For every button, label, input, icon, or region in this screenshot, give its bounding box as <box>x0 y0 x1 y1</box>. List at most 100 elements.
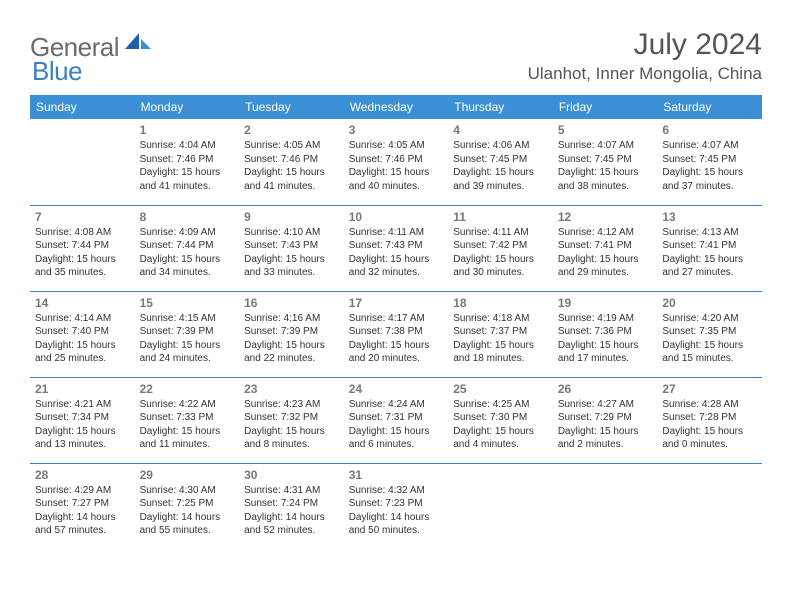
sunset-label: Sunset: 7:43 PM <box>349 239 444 253</box>
sunset-label: Sunset: 7:35 PM <box>662 325 757 339</box>
calendar-day-cell: 2Sunrise: 4:05 AMSunset: 7:46 PMDaylight… <box>239 119 344 205</box>
sunrise-label: Sunrise: 4:08 AM <box>35 226 130 240</box>
weekday-header: Tuesday <box>239 95 344 119</box>
calendar-day-cell: 3Sunrise: 4:05 AMSunset: 7:46 PMDaylight… <box>344 119 449 205</box>
day-number: 9 <box>244 209 339 225</box>
day-number: 20 <box>662 295 757 311</box>
day-number: 5 <box>558 122 653 138</box>
calendar-day-cell: 15Sunrise: 4:15 AMSunset: 7:39 PMDayligh… <box>135 291 240 377</box>
sunrise-label: Sunrise: 4:07 AM <box>558 139 653 153</box>
calendar-day-cell: 31Sunrise: 4:32 AMSunset: 7:23 PMDayligh… <box>344 463 449 549</box>
daylight-label: Daylight: 15 hours and 41 minutes. <box>140 166 235 193</box>
calendar-day-cell: 28Sunrise: 4:29 AMSunset: 7:27 PMDayligh… <box>30 463 135 549</box>
day-number: 18 <box>453 295 548 311</box>
daylight-label: Daylight: 15 hours and 24 minutes. <box>140 339 235 366</box>
sunrise-label: Sunrise: 4:21 AM <box>35 398 130 412</box>
sunrise-label: Sunrise: 4:16 AM <box>244 312 339 326</box>
weekday-header: Monday <box>135 95 240 119</box>
calendar-day-cell: 23Sunrise: 4:23 AMSunset: 7:32 PMDayligh… <box>239 377 344 463</box>
weekday-header: Sunday <box>30 95 135 119</box>
sunrise-label: Sunrise: 4:32 AM <box>349 484 444 498</box>
day-number: 15 <box>140 295 235 311</box>
daylight-label: Daylight: 15 hours and 29 minutes. <box>558 253 653 280</box>
calendar-day-cell: 8Sunrise: 4:09 AMSunset: 7:44 PMDaylight… <box>135 205 240 291</box>
sail-icon <box>125 31 151 56</box>
sunset-label: Sunset: 7:43 PM <box>244 239 339 253</box>
sunset-label: Sunset: 7:46 PM <box>349 153 444 167</box>
sunrise-label: Sunrise: 4:27 AM <box>558 398 653 412</box>
daylight-label: Daylight: 15 hours and 2 minutes. <box>558 425 653 452</box>
daylight-label: Daylight: 15 hours and 39 minutes. <box>453 166 548 193</box>
calendar-day-cell: 7Sunrise: 4:08 AMSunset: 7:44 PMDaylight… <box>30 205 135 291</box>
sunrise-label: Sunrise: 4:20 AM <box>662 312 757 326</box>
calendar-week-row: 21Sunrise: 4:21 AMSunset: 7:34 PMDayligh… <box>30 377 762 463</box>
sunset-label: Sunset: 7:45 PM <box>662 153 757 167</box>
calendar-empty-cell <box>448 463 553 549</box>
day-number: 26 <box>558 381 653 397</box>
calendar-week-row: 7Sunrise: 4:08 AMSunset: 7:44 PMDaylight… <box>30 205 762 291</box>
day-number: 23 <box>244 381 339 397</box>
calendar-empty-cell <box>657 463 762 549</box>
day-number: 29 <box>140 467 235 483</box>
day-number: 25 <box>453 381 548 397</box>
calendar-day-cell: 27Sunrise: 4:28 AMSunset: 7:28 PMDayligh… <box>657 377 762 463</box>
daylight-label: Daylight: 15 hours and 40 minutes. <box>349 166 444 193</box>
sunset-label: Sunset: 7:45 PM <box>558 153 653 167</box>
calendar-day-cell: 12Sunrise: 4:12 AMSunset: 7:41 PMDayligh… <box>553 205 658 291</box>
calendar-day-cell: 14Sunrise: 4:14 AMSunset: 7:40 PMDayligh… <box>30 291 135 377</box>
sunrise-label: Sunrise: 4:17 AM <box>349 312 444 326</box>
sunset-label: Sunset: 7:25 PM <box>140 497 235 511</box>
day-number: 2 <box>244 122 339 138</box>
daylight-label: Daylight: 14 hours and 57 minutes. <box>35 511 130 538</box>
calendar-day-cell: 10Sunrise: 4:11 AMSunset: 7:43 PMDayligh… <box>344 205 449 291</box>
day-number: 7 <box>35 209 130 225</box>
sunrise-label: Sunrise: 4:09 AM <box>140 226 235 240</box>
month-title: July 2024 <box>528 28 762 62</box>
day-number: 4 <box>453 122 548 138</box>
sunrise-label: Sunrise: 4:11 AM <box>349 226 444 240</box>
calendar-empty-cell <box>30 119 135 205</box>
day-number: 19 <box>558 295 653 311</box>
day-number: 8 <box>140 209 235 225</box>
calendar-day-cell: 29Sunrise: 4:30 AMSunset: 7:25 PMDayligh… <box>135 463 240 549</box>
sunrise-label: Sunrise: 4:05 AM <box>244 139 339 153</box>
sunrise-label: Sunrise: 4:31 AM <box>244 484 339 498</box>
sunset-label: Sunset: 7:41 PM <box>558 239 653 253</box>
daylight-label: Daylight: 15 hours and 41 minutes. <box>244 166 339 193</box>
daylight-label: Daylight: 15 hours and 18 minutes. <box>453 339 548 366</box>
calendar-day-cell: 21Sunrise: 4:21 AMSunset: 7:34 PMDayligh… <box>30 377 135 463</box>
daylight-label: Daylight: 15 hours and 22 minutes. <box>244 339 339 366</box>
daylight-label: Daylight: 15 hours and 13 minutes. <box>35 425 130 452</box>
daylight-label: Daylight: 15 hours and 20 minutes. <box>349 339 444 366</box>
sunrise-label: Sunrise: 4:13 AM <box>662 226 757 240</box>
sunrise-label: Sunrise: 4:07 AM <box>662 139 757 153</box>
day-number: 3 <box>349 122 444 138</box>
daylight-label: Daylight: 15 hours and 15 minutes. <box>662 339 757 366</box>
calendar-week-row: 14Sunrise: 4:14 AMSunset: 7:40 PMDayligh… <box>30 291 762 377</box>
sunrise-label: Sunrise: 4:15 AM <box>140 312 235 326</box>
weekday-header: Saturday <box>657 95 762 119</box>
day-number: 13 <box>662 209 757 225</box>
sunrise-label: Sunrise: 4:14 AM <box>35 312 130 326</box>
calendar-day-cell: 26Sunrise: 4:27 AMSunset: 7:29 PMDayligh… <box>553 377 658 463</box>
day-number: 10 <box>349 209 444 225</box>
calendar-body: 1Sunrise: 4:04 AMSunset: 7:46 PMDaylight… <box>30 119 762 549</box>
sunset-label: Sunset: 7:36 PM <box>558 325 653 339</box>
day-number: 31 <box>349 467 444 483</box>
daylight-label: Daylight: 15 hours and 6 minutes. <box>349 425 444 452</box>
sunset-label: Sunset: 7:38 PM <box>349 325 444 339</box>
calendar-week-row: 1Sunrise: 4:04 AMSunset: 7:46 PMDaylight… <box>30 119 762 205</box>
sunrise-label: Sunrise: 4:04 AM <box>140 139 235 153</box>
sunset-label: Sunset: 7:46 PM <box>244 153 339 167</box>
daylight-label: Daylight: 15 hours and 32 minutes. <box>349 253 444 280</box>
sunset-label: Sunset: 7:34 PM <box>35 411 130 425</box>
calendar-day-cell: 1Sunrise: 4:04 AMSunset: 7:46 PMDaylight… <box>135 119 240 205</box>
day-number: 16 <box>244 295 339 311</box>
daylight-label: Daylight: 15 hours and 35 minutes. <box>35 253 130 280</box>
day-number: 17 <box>349 295 444 311</box>
calendar-day-cell: 18Sunrise: 4:18 AMSunset: 7:37 PMDayligh… <box>448 291 553 377</box>
day-number: 27 <box>662 381 757 397</box>
calendar-day-cell: 22Sunrise: 4:22 AMSunset: 7:33 PMDayligh… <box>135 377 240 463</box>
sunrise-label: Sunrise: 4:30 AM <box>140 484 235 498</box>
sunset-label: Sunset: 7:41 PM <box>662 239 757 253</box>
